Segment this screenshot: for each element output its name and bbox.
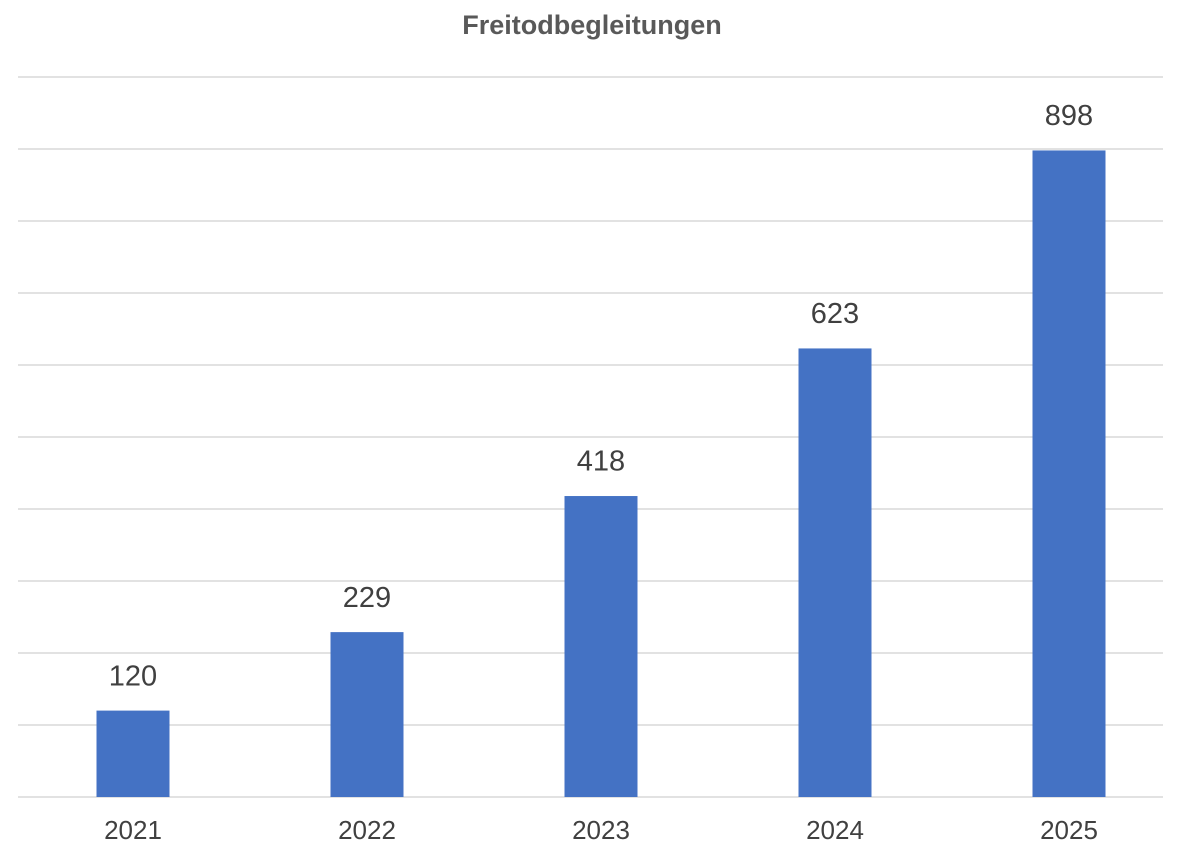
x-tick-label: 2023 <box>572 815 630 845</box>
bar <box>798 348 872 797</box>
data-label: 898 <box>1045 100 1093 132</box>
x-tick-label: 2022 <box>338 815 396 845</box>
data-label: 229 <box>343 582 391 614</box>
data-label: 120 <box>109 660 157 692</box>
x-tick-label: 2024 <box>806 815 864 845</box>
bar <box>1032 150 1106 797</box>
x-tick-label: 2025 <box>1040 815 1098 845</box>
data-label: 623 <box>811 298 859 330</box>
chart-title: Freitodbegleitungen <box>462 10 722 40</box>
x-tick-label: 2021 <box>104 815 162 845</box>
bar <box>564 496 638 797</box>
data-label: 418 <box>577 446 625 478</box>
bar <box>96 710 170 797</box>
bar <box>330 632 404 797</box>
